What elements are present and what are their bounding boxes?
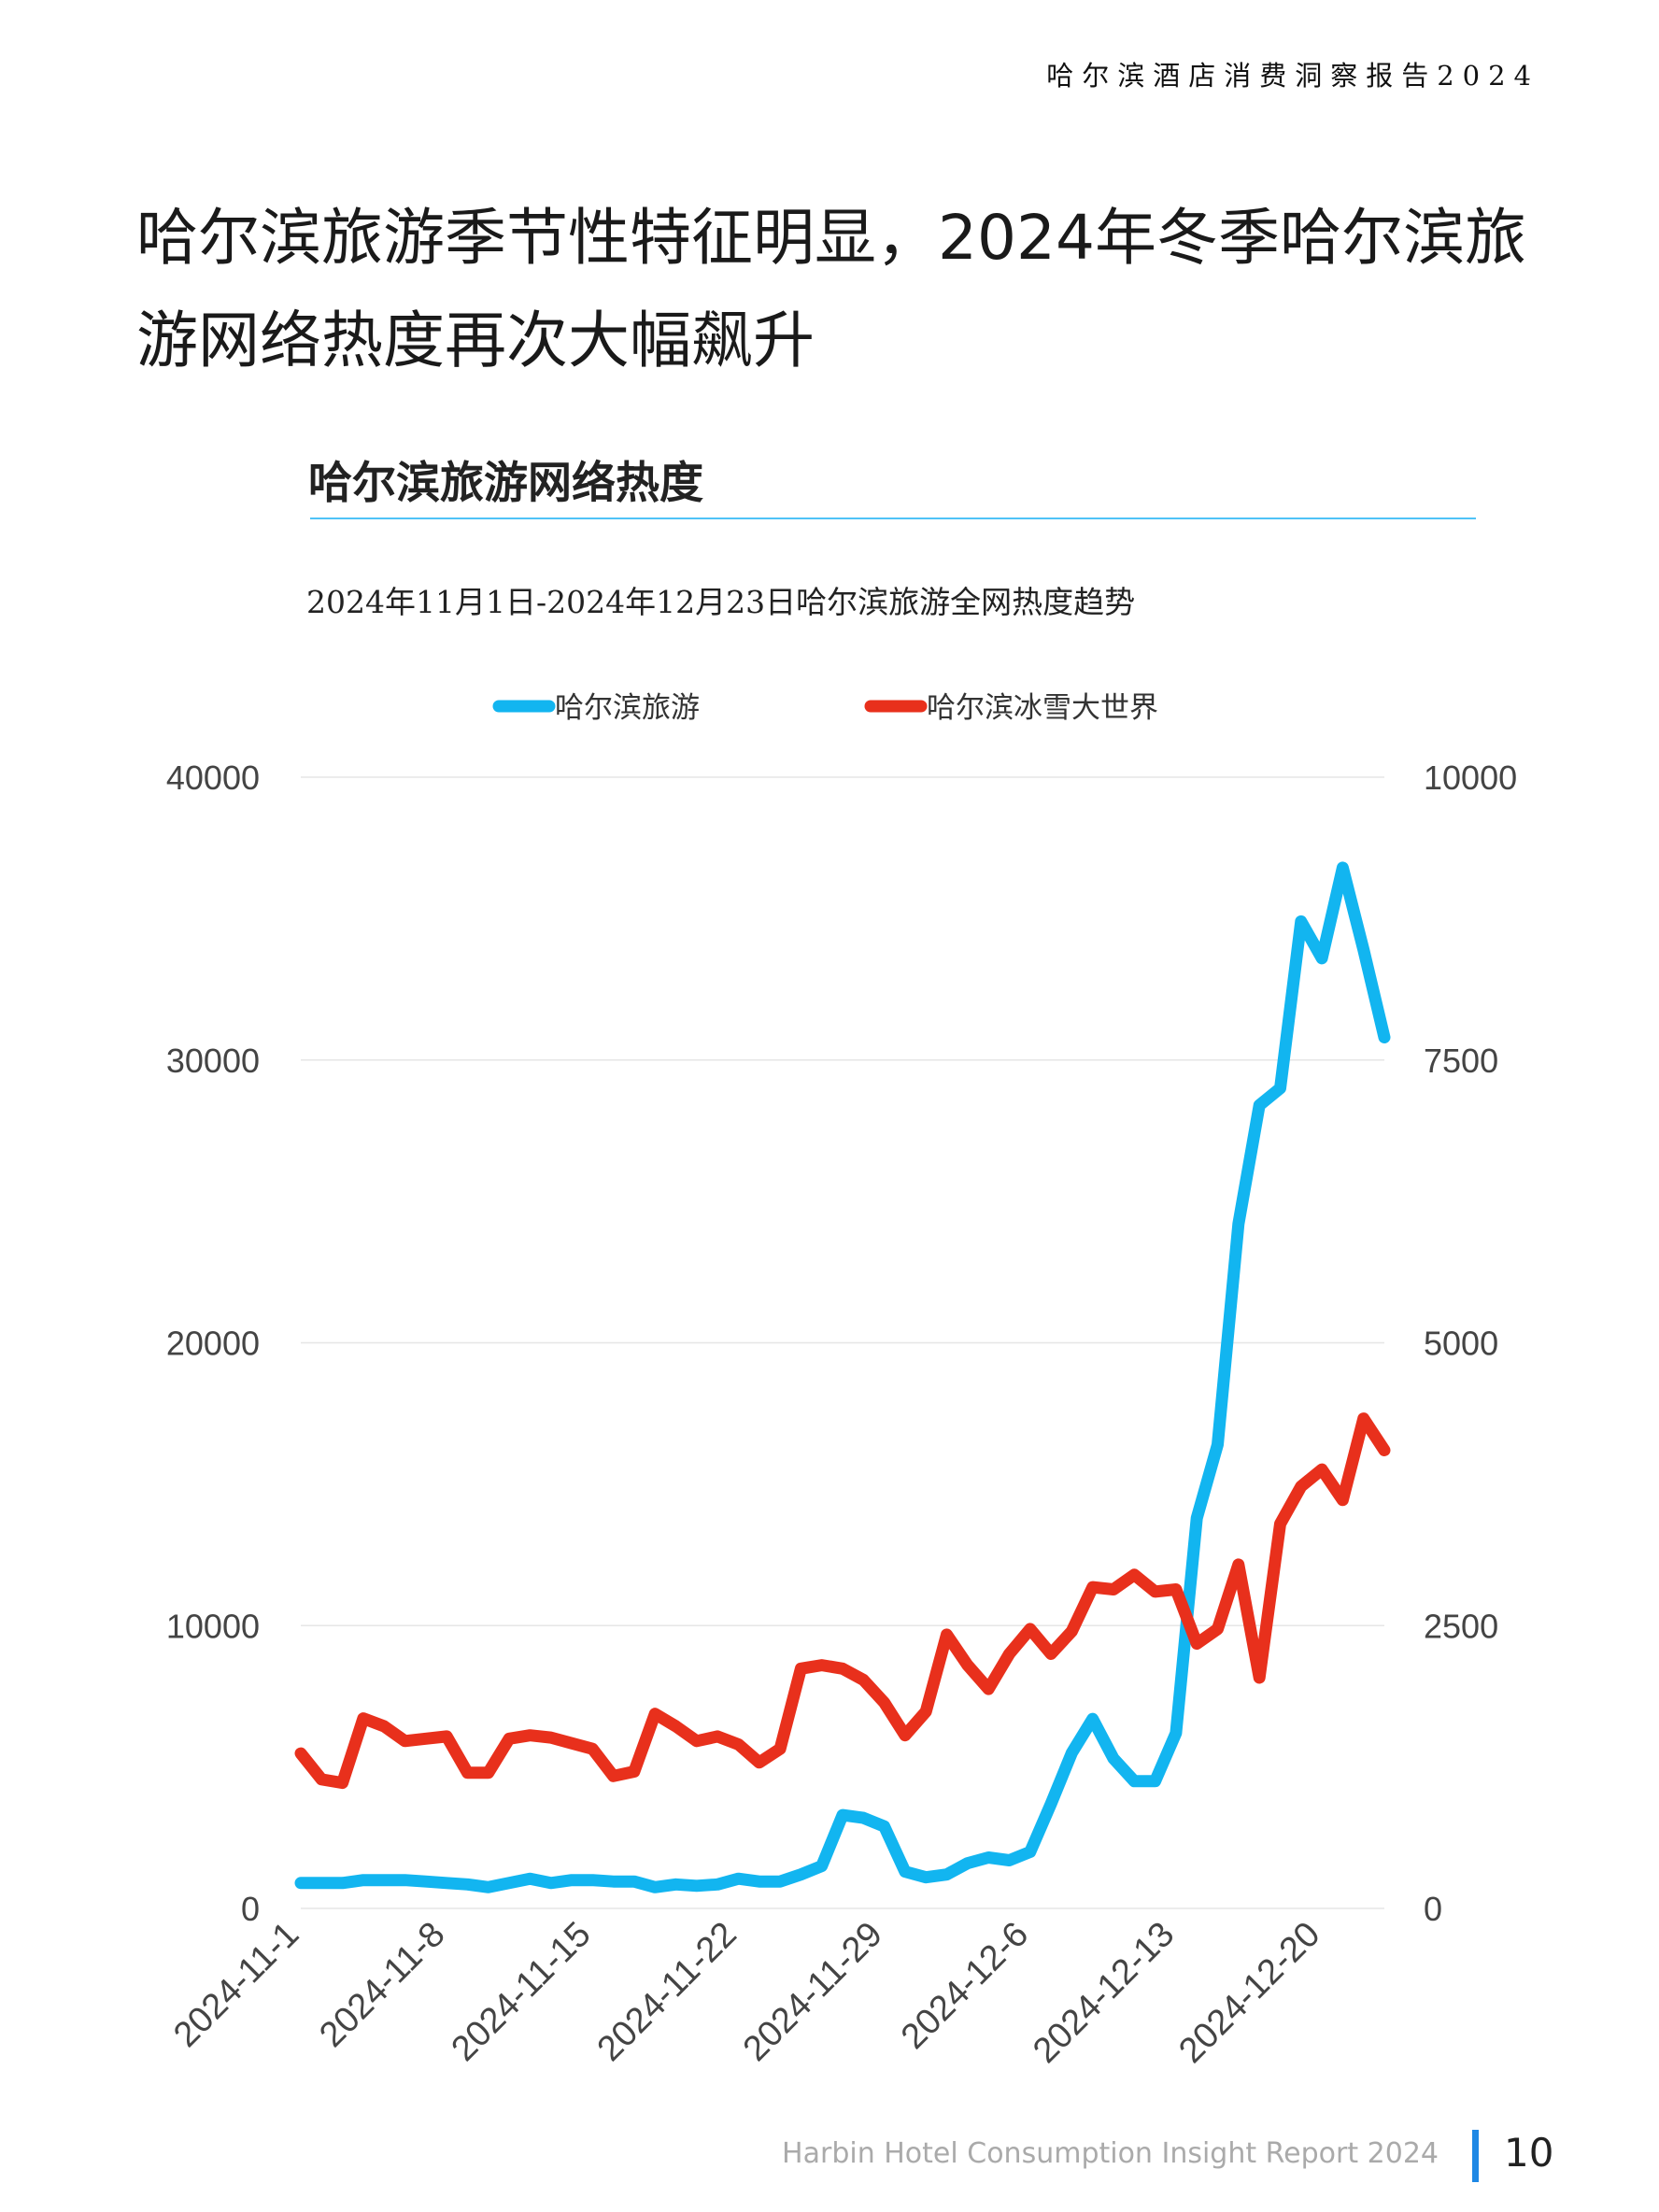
right-axis-tick-label: 10000 <box>1424 759 1517 797</box>
left-axis-tick-label: 40000 <box>166 759 260 797</box>
x-axis-tick-label: 2024-12-13 <box>1026 1915 1182 2071</box>
right-axis-tick-label: 7500 <box>1424 1042 1498 1080</box>
left-axis-tick-label: 10000 <box>166 1607 260 1645</box>
chart-legend: 哈尔滨旅游 哈尔滨冰雪大世界 <box>492 691 1158 725</box>
legend-label: 哈尔滨旅游 <box>555 691 700 725</box>
right-axis-tick-label: 0 <box>1424 1890 1442 1928</box>
x-axis-tick-label: 2024-11-15 <box>445 1915 599 2069</box>
chart-series <box>294 861 1391 1893</box>
right-axis-tick-label: 2500 <box>1424 1607 1498 1645</box>
x-axis-tick-label: 2024-11-22 <box>590 1915 744 2069</box>
section-title: 哈尔滨旅游网络热度 <box>308 458 703 509</box>
footer-accent-bar <box>1472 2130 1479 2182</box>
series-line-2 <box>294 1412 1391 1790</box>
legend-label: 哈尔滨冰雪大世界 <box>927 691 1158 725</box>
x-axis-tick-label: 2024-11-1 <box>166 1915 306 2055</box>
x-axis-tick-label: 2024-12-20 <box>1171 1915 1327 2071</box>
left-axis-tick-label: 20000 <box>166 1325 260 1363</box>
footer-report-name: Harbin Hotel Consumption Insight Report … <box>782 2137 1439 2170</box>
x-axis-tick-label: 2024-11-29 <box>736 1915 890 2069</box>
section-divider <box>310 518 1476 519</box>
x-axis-tick-label: 2024-11-8 <box>312 1915 452 2055</box>
right-axis: 0 2500 5000 7500 10000 <box>1424 759 1517 1928</box>
x-axis-tick-label: 2024-12-6 <box>894 1915 1036 2057</box>
page-number: 10 <box>1504 2130 1554 2176</box>
left-axis-tick-label: 30000 <box>166 1042 260 1080</box>
x-axis: 2024-11-1 2024-11-82024-11-152024-11-2220… <box>166 1915 1327 2071</box>
series-line-1 <box>294 861 1391 1893</box>
chart-title: 2024年11月1日-2024年12月23日哈尔滨旅游全网热度趋势 <box>306 584 1136 620</box>
left-axis-tick-label: 0 <box>241 1890 260 1928</box>
left-axis: 0 10000 20000 30000 40000 <box>166 759 260 1928</box>
page-headline: 哈尔滨旅游季节性特征明显，2024年冬季哈尔滨旅游网络热度再次大幅飙升 <box>136 202 1526 376</box>
chart-gridlines <box>301 776 1384 1909</box>
right-axis-tick-label: 5000 <box>1424 1325 1498 1363</box>
report-header-title: 哈尔滨酒店消费洞察报告2024 <box>1046 60 1539 92</box>
